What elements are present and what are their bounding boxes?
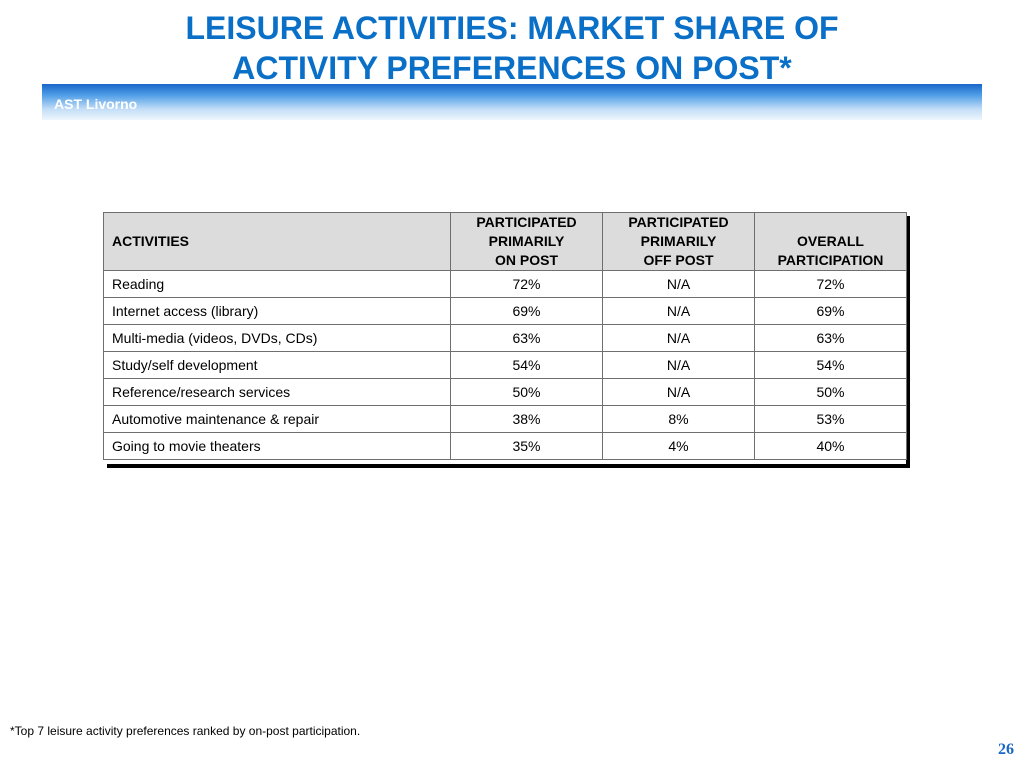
column-header-overall: OVERALL PARTICIPATION: [754, 212, 907, 271]
off-post-cell: 4%: [602, 432, 755, 460]
footnote: *Top 7 leisure activity preferences rank…: [10, 724, 361, 738]
off-post-cell: 8%: [602, 405, 755, 433]
overall-cell: 53%: [754, 405, 907, 433]
column-header-activities: ACTIVITIES: [103, 212, 451, 271]
activity-cell: Reading: [103, 270, 451, 298]
table-row: Study/self development 54% N/A 54%: [103, 351, 907, 379]
activity-cell: Reference/research services: [103, 378, 451, 406]
table-row: Going to movie theaters 35% 4% 40%: [103, 432, 907, 460]
on-post-cell: 35%: [450, 432, 603, 460]
on-post-cell: 38%: [450, 405, 603, 433]
on-post-cell: 54%: [450, 351, 603, 379]
activity-cell: Going to movie theaters: [103, 432, 451, 460]
overall-cell: 69%: [754, 297, 907, 325]
page-number: 26: [998, 741, 1014, 758]
activities-table: ACTIVITIES PARTICIPATED PRIMARILY ON POS…: [103, 212, 907, 460]
table-row: Automotive maintenance & repair 38% 8% 5…: [103, 405, 907, 433]
column-header-off-post: PARTICIPATED PRIMARILY OFF POST: [602, 212, 755, 271]
overall-cell: 72%: [754, 270, 907, 298]
off-post-cell: N/A: [602, 378, 755, 406]
on-post-cell: 69%: [450, 297, 603, 325]
activity-cell: Internet access (library): [103, 297, 451, 325]
slide-title: LEISURE ACTIVITIES: MARKET SHARE OF ACTI…: [0, 8, 1024, 88]
overall-cell: 54%: [754, 351, 907, 379]
overall-cell: 40%: [754, 432, 907, 460]
title-line-2: ACTIVITY PREFERENCES ON POST*: [232, 50, 792, 86]
on-post-cell: 63%: [450, 324, 603, 352]
table-row: Internet access (library) 69% N/A 69%: [103, 297, 907, 325]
table-row: Multi-media (videos, DVDs, CDs) 63% N/A …: [103, 324, 907, 352]
off-post-cell: N/A: [602, 297, 755, 325]
table-row: Reference/research services 50% N/A 50%: [103, 378, 907, 406]
on-post-cell: 72%: [450, 270, 603, 298]
overall-cell: 63%: [754, 324, 907, 352]
table-container: ACTIVITIES PARTICIPATED PRIMARILY ON POS…: [103, 212, 907, 464]
title-line-1: LEISURE ACTIVITIES: MARKET SHARE OF: [185, 10, 839, 46]
table-row: Reading 72% N/A 72%: [103, 270, 907, 298]
off-post-cell: N/A: [602, 324, 755, 352]
banner-label: AST Livorno: [54, 96, 138, 112]
column-header-on-post: PARTICIPATED PRIMARILY ON POST: [450, 212, 603, 271]
activity-cell: Multi-media (videos, DVDs, CDs): [103, 324, 451, 352]
activity-cell: Automotive maintenance & repair: [103, 405, 451, 433]
activity-cell: Study/self development: [103, 351, 451, 379]
header-banner: AST Livorno: [42, 84, 982, 120]
off-post-cell: N/A: [602, 351, 755, 379]
table-header-row: ACTIVITIES PARTICIPATED PRIMARILY ON POS…: [103, 212, 907, 271]
off-post-cell: N/A: [602, 270, 755, 298]
overall-cell: 50%: [754, 378, 907, 406]
on-post-cell: 50%: [450, 378, 603, 406]
